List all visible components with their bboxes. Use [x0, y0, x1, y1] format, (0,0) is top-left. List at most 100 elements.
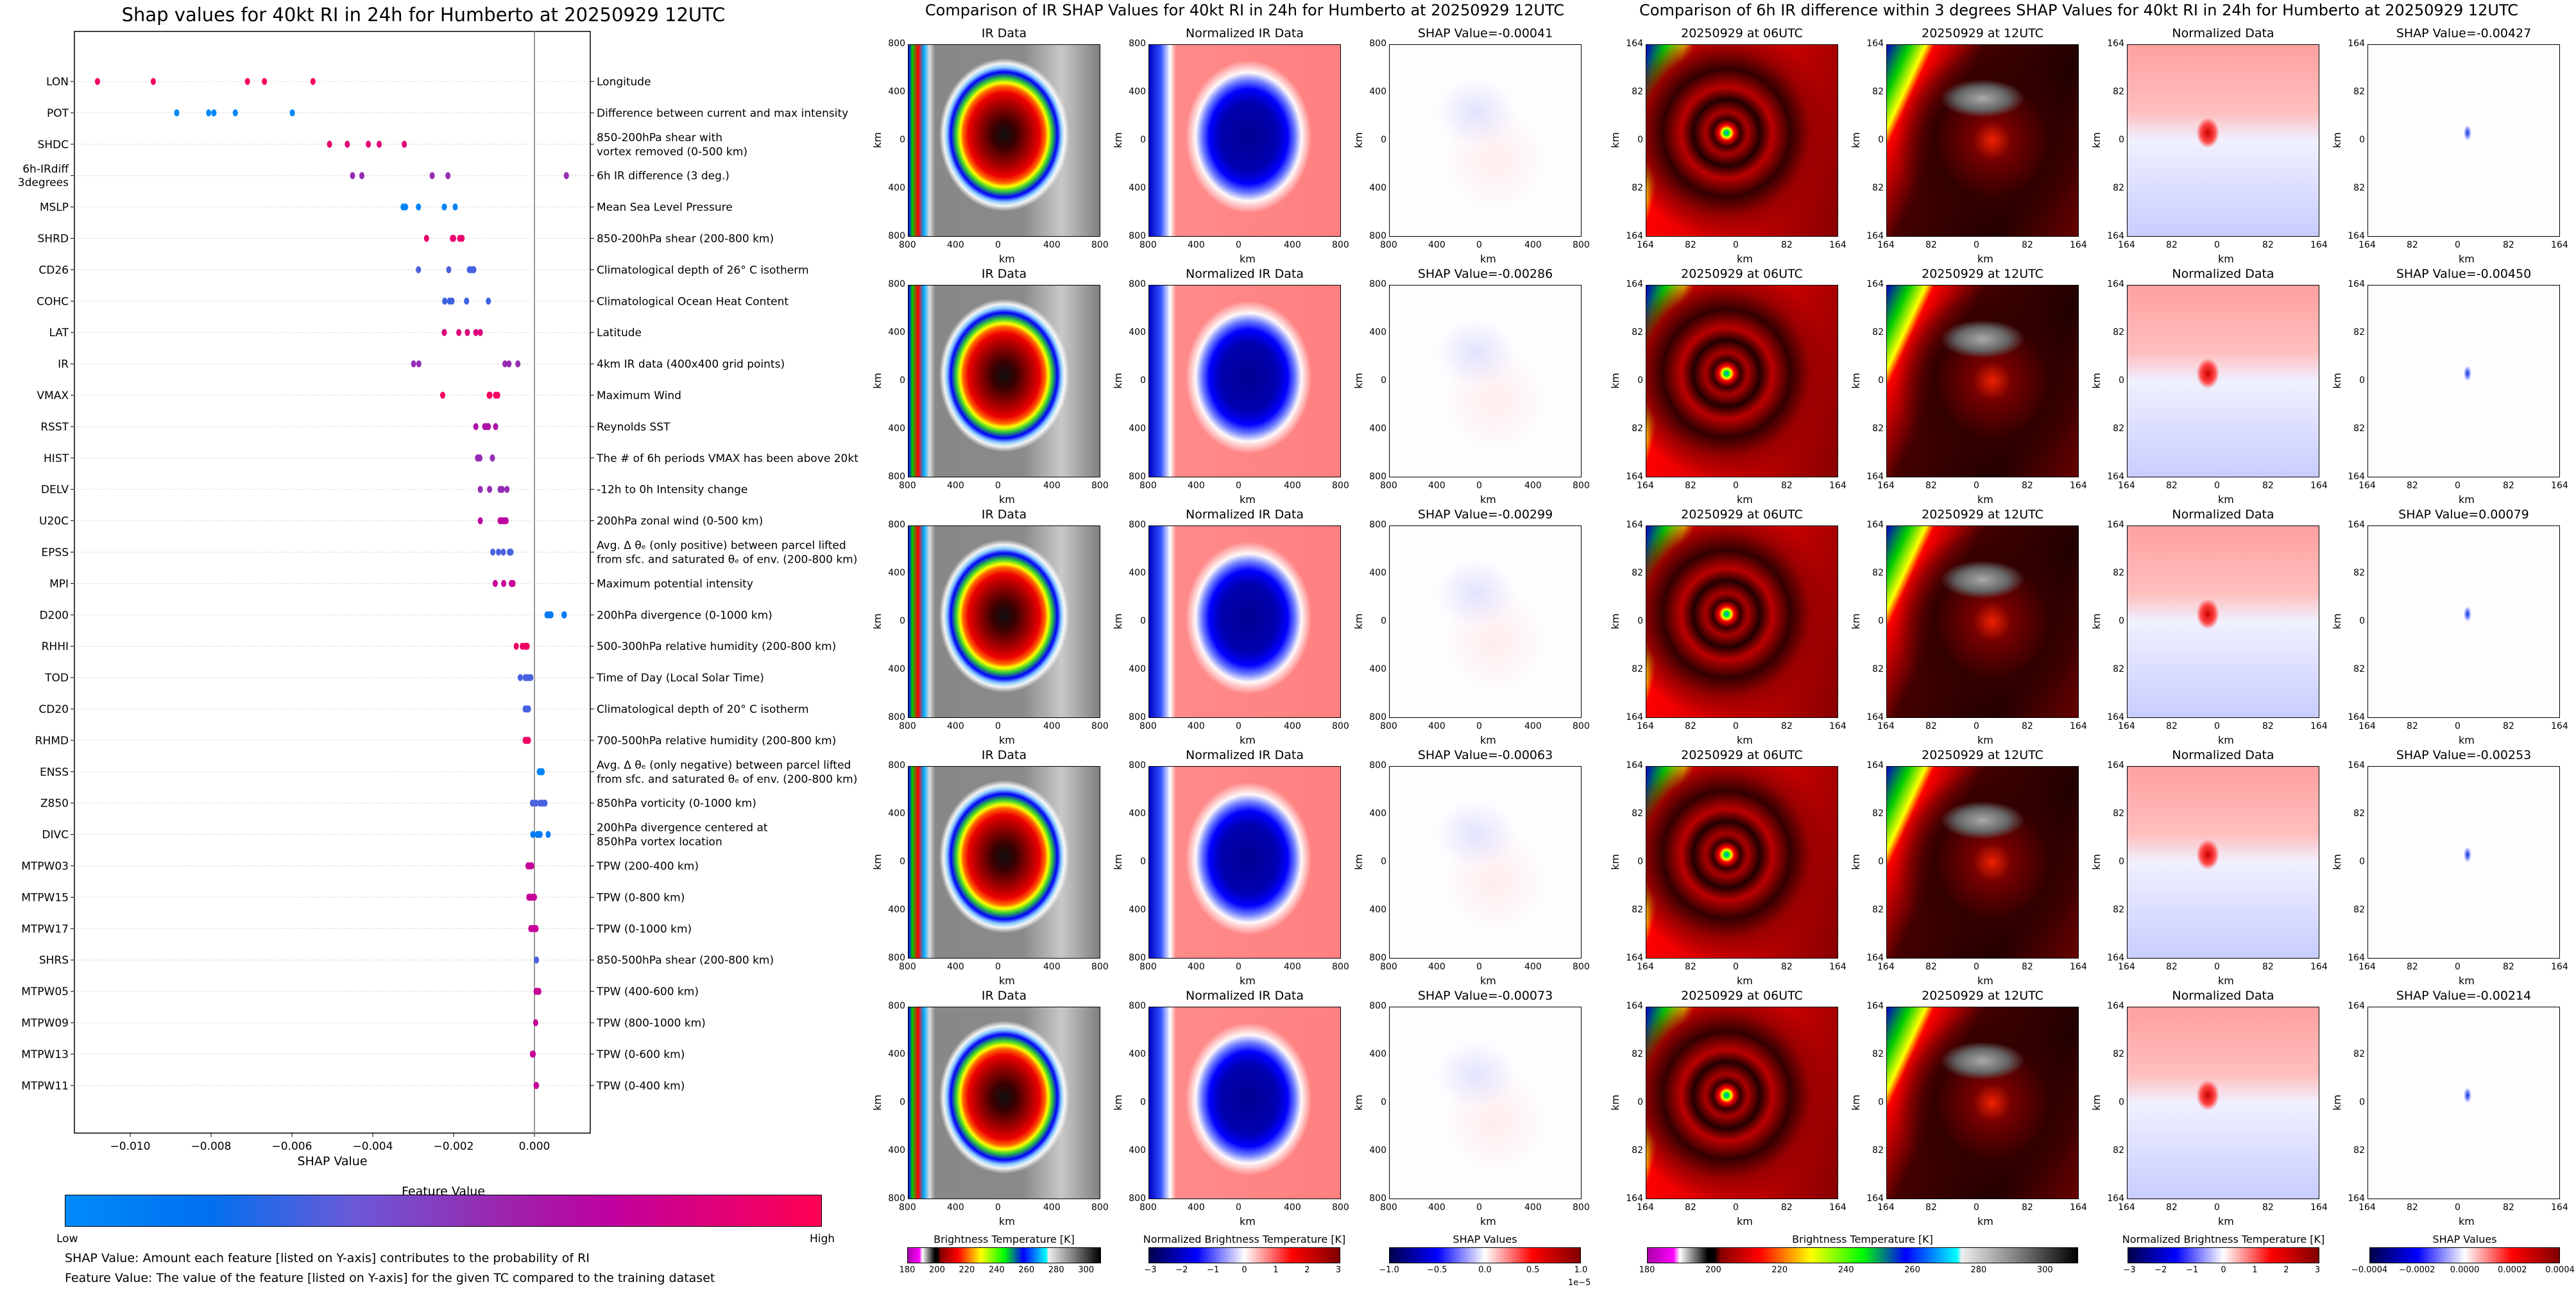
x-tick-label: 82: [2166, 962, 2178, 972]
x-tick-label: 400: [1284, 721, 1301, 731]
shap-point: [525, 737, 531, 744]
y-tick-label: 164: [1626, 520, 1643, 530]
feature-description-label: Climatological depth of 26° C isotherm: [597, 264, 809, 277]
x-tick-label: 82: [2503, 962, 2514, 972]
colorbar-tick-label: 300: [2036, 1265, 2053, 1275]
y-tick-label: 82: [1632, 423, 1643, 434]
y-tick-label: 0: [2359, 857, 2365, 867]
normalized-ir-panel-title: Normalized IR Data: [1186, 508, 1304, 522]
x-tick-label: 164: [1637, 1202, 1654, 1213]
x-tick-label: 0: [2214, 962, 2220, 972]
irdiff-normalized-panel-title: Normalized Data: [2172, 748, 2274, 762]
x-tick-label: 164: [2310, 481, 2328, 491]
x-tick-label: 82: [1781, 962, 1793, 972]
ir-shap-panel: [1389, 44, 1582, 237]
shap-point: [451, 235, 456, 242]
shap-point: [493, 423, 499, 431]
shap-point: [495, 391, 500, 399]
shap-point: [524, 642, 530, 650]
irdiff-12utc-panel: [1886, 285, 2079, 477]
x-tick-label: 82: [2407, 481, 2418, 491]
y-tick-label: 82: [1632, 1145, 1643, 1156]
shap-point: [477, 517, 483, 525]
colorbar-tick-label: 300: [1078, 1265, 1095, 1275]
y-tick-label: 82: [2353, 905, 2365, 915]
y-tick-label: 400: [1369, 1049, 1386, 1059]
irdiff-shap-panel: [2367, 766, 2560, 959]
y-tick-label: 164: [2107, 38, 2124, 49]
feature-description-label: TPW (800-1000 km): [596, 1017, 706, 1030]
y-tick-label: 82: [1872, 423, 1884, 434]
y-axis-label: km: [1608, 613, 1621, 629]
feature-name-label: U20C: [39, 515, 69, 528]
ir-data-panel: [908, 766, 1100, 959]
y-tick-label: 800: [1369, 712, 1386, 722]
y-tick-label: 0: [1637, 135, 1643, 145]
y-tick-label: 0: [900, 857, 905, 867]
x-tick-label: 0: [2214, 240, 2220, 250]
y-tick-label: 164: [1866, 38, 1884, 49]
colorbar-tick-label: 180: [1639, 1265, 1655, 1275]
y-tick-label: 400: [1369, 1145, 1386, 1156]
ir-data-panel: [908, 44, 1100, 237]
shap-point: [449, 297, 455, 305]
x-tick-label: 400: [947, 481, 964, 491]
y-tick-label: 800: [1369, 231, 1386, 241]
x-tick-label: 0: [1733, 1202, 1739, 1213]
shap-point: [490, 549, 496, 556]
shap-point: [542, 799, 548, 807]
y-axis-label: km: [1608, 854, 1621, 870]
feature-name-label: IR: [58, 358, 69, 371]
x-tick-label: 0: [995, 721, 1001, 731]
shap-point: [445, 172, 451, 180]
colorbar-seismic: [1148, 1247, 1340, 1263]
feature-description-label: Avg. Δ θₑ (only negative) between parcel…: [597, 759, 851, 772]
x-tick-label: 82: [1685, 962, 1696, 972]
y-tick-label: 0: [2359, 135, 2365, 145]
feature-name-label: MTPW13: [21, 1048, 69, 1061]
feature-name-label: MTPW11: [21, 1080, 69, 1093]
y-tick-label: 164: [2107, 1001, 2124, 1011]
y-tick-label: 82: [1632, 664, 1643, 674]
y-tick-label: 800: [888, 38, 905, 49]
y-tick-label: 82: [1872, 183, 1884, 193]
feature-description-label: The # of 6h periods VMAX has been above …: [596, 452, 858, 465]
x-tick-label: 82: [2166, 721, 2178, 731]
shap-point: [503, 517, 509, 525]
y-axis-label: km: [1352, 373, 1365, 389]
irdiff-shap-panel-title: SHAP Value=-0.00450: [2396, 267, 2532, 281]
colorbar-tick-label: −3: [1144, 1265, 1157, 1275]
feature-description-label: 850hPa vorticity (0-1000 km): [597, 798, 756, 810]
x-axis-label: km: [2218, 493, 2234, 506]
y-tick-label: 800: [888, 231, 905, 241]
x-tick-label: 164: [1829, 721, 1847, 731]
x-tick-label: 164: [2358, 1202, 2376, 1213]
x-tick-label: 800: [1091, 962, 1109, 972]
feature-name-label: SHDC: [37, 139, 69, 151]
shap-point: [442, 297, 448, 305]
ir-shap-panel-title: SHAP Value=-0.00299: [1417, 508, 1553, 522]
feature-description-label: 850hPa vortex location: [597, 836, 722, 849]
x-axis-label: km: [1977, 253, 1993, 265]
colorbar-tick-label: 280: [1048, 1265, 1064, 1275]
y-tick-label: 0: [1140, 616, 1146, 626]
y-axis-label: km: [2330, 1095, 2343, 1111]
y-axis-label: km: [871, 613, 883, 629]
feature-name-label: RHMD: [35, 735, 69, 747]
normalized-ir-panel: [1148, 285, 1341, 477]
x-tick-label: 400: [1428, 240, 1446, 250]
y-tick-label: 800: [888, 712, 905, 722]
y-axis-label: km: [2330, 854, 2343, 870]
shap-point: [402, 141, 407, 148]
y-tick-label: 82: [2113, 183, 2124, 193]
x-tick-label: 164: [2070, 721, 2087, 731]
x-tick-label: 164: [2118, 240, 2135, 250]
x-tick-label: 164: [2310, 962, 2328, 972]
y-tick-label: 0: [2119, 857, 2124, 867]
y-tick-label: 400: [888, 327, 905, 337]
y-tick-label: 800: [1369, 472, 1386, 482]
normalized-ir-panel: [1148, 766, 1341, 959]
x-tick-label: 400: [1188, 721, 1205, 731]
y-axis-label: km: [2330, 132, 2343, 148]
x-tick-label: 82: [1781, 1202, 1793, 1213]
